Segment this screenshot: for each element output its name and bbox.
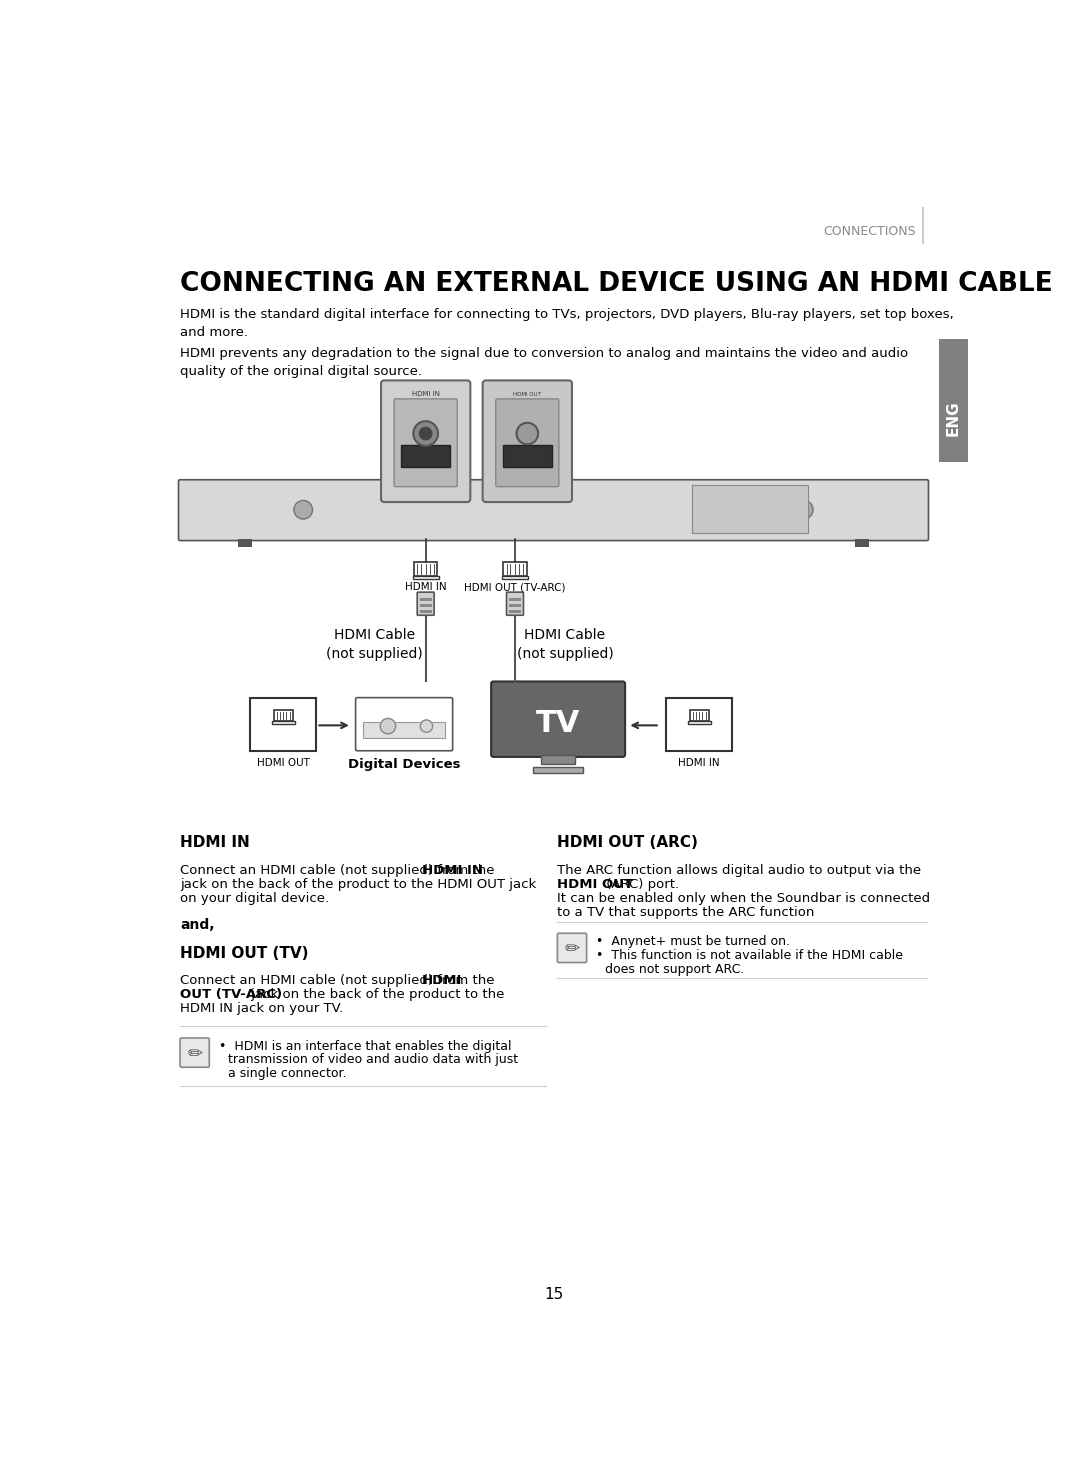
Text: on your digital device.: on your digital device. xyxy=(180,892,329,905)
FancyBboxPatch shape xyxy=(502,576,528,579)
Circle shape xyxy=(294,500,312,520)
Text: HDMI IN: HDMI IN xyxy=(180,835,249,850)
Text: HDMI prevents any degradation to the signal due to conversion to analog and main: HDMI prevents any degradation to the sig… xyxy=(180,347,908,378)
Text: HDMI: HDMI xyxy=(422,974,462,987)
Circle shape xyxy=(516,422,538,444)
FancyBboxPatch shape xyxy=(483,381,572,502)
FancyBboxPatch shape xyxy=(178,480,929,540)
FancyBboxPatch shape xyxy=(855,539,869,546)
Text: and,: and, xyxy=(180,918,215,931)
Text: jack on the back of the product to the HDMI OUT jack: jack on the back of the product to the H… xyxy=(180,878,537,892)
FancyBboxPatch shape xyxy=(688,720,711,723)
FancyBboxPatch shape xyxy=(541,754,575,765)
FancyBboxPatch shape xyxy=(507,592,524,615)
Text: 15: 15 xyxy=(544,1287,563,1302)
Text: does not support ARC.: does not support ARC. xyxy=(605,962,744,976)
FancyBboxPatch shape xyxy=(491,682,625,757)
Text: It can be enabled only when the Soundbar is connected: It can be enabled only when the Soundbar… xyxy=(557,892,931,905)
FancyBboxPatch shape xyxy=(939,339,968,462)
Circle shape xyxy=(420,720,433,732)
Text: HDMI OUT: HDMI OUT xyxy=(513,393,541,397)
Text: HDMI OUT: HDMI OUT xyxy=(557,878,634,892)
Text: ✏: ✏ xyxy=(187,1045,202,1063)
FancyBboxPatch shape xyxy=(272,720,295,723)
FancyBboxPatch shape xyxy=(509,610,522,613)
FancyBboxPatch shape xyxy=(496,399,558,487)
Text: •  Anynet+ must be turned on.: • Anynet+ must be turned on. xyxy=(596,934,789,948)
FancyBboxPatch shape xyxy=(413,576,438,579)
Text: CONNECTIONS: CONNECTIONS xyxy=(823,224,916,238)
FancyBboxPatch shape xyxy=(251,698,316,751)
FancyBboxPatch shape xyxy=(381,381,471,502)
Text: HDMI OUT (TV): HDMI OUT (TV) xyxy=(180,946,309,961)
Text: •  HDMI is an interface that enables the digital: • HDMI is an interface that enables the … xyxy=(218,1039,511,1052)
Text: TV: TV xyxy=(536,708,580,738)
FancyBboxPatch shape xyxy=(692,486,808,533)
Text: CONNECTING AN EXTERNAL DEVICE USING AN HDMI CABLE: CONNECTING AN EXTERNAL DEVICE USING AN H… xyxy=(180,272,1053,297)
Circle shape xyxy=(795,500,813,520)
Text: OUT (TV-ARC): OUT (TV-ARC) xyxy=(180,987,282,1001)
Text: HDMI OUT (TV-ARC): HDMI OUT (TV-ARC) xyxy=(464,582,566,592)
Text: The ARC function allows digital audio to output via the: The ARC function allows digital audio to… xyxy=(557,863,921,877)
Text: HDMI Cable
(not supplied): HDMI Cable (not supplied) xyxy=(516,627,613,661)
Text: a single connector.: a single connector. xyxy=(228,1067,347,1080)
FancyBboxPatch shape xyxy=(534,768,583,773)
Text: HDMI IN jack on your TV.: HDMI IN jack on your TV. xyxy=(180,1002,343,1015)
FancyBboxPatch shape xyxy=(419,598,432,601)
FancyBboxPatch shape xyxy=(502,446,552,466)
Text: HDMI IN: HDMI IN xyxy=(678,759,720,769)
Text: jack on the back of the product to the: jack on the back of the product to the xyxy=(247,987,504,1001)
FancyBboxPatch shape xyxy=(401,446,450,466)
Circle shape xyxy=(380,719,395,734)
Circle shape xyxy=(419,428,432,440)
FancyBboxPatch shape xyxy=(355,698,453,751)
FancyBboxPatch shape xyxy=(666,698,732,751)
Text: HDMI OUT (ARC): HDMI OUT (ARC) xyxy=(557,835,699,850)
FancyBboxPatch shape xyxy=(414,562,437,576)
Text: HDMI IN: HDMI IN xyxy=(411,391,440,397)
FancyBboxPatch shape xyxy=(417,592,434,615)
FancyBboxPatch shape xyxy=(394,399,457,487)
FancyBboxPatch shape xyxy=(274,710,294,720)
Text: HDMI is the standard digital interface for connecting to TVs, projectors, DVD pl: HDMI is the standard digital interface f… xyxy=(180,308,954,339)
FancyBboxPatch shape xyxy=(690,710,710,720)
Text: Digital Devices: Digital Devices xyxy=(348,759,460,772)
Text: to a TV that supports the ARC function: to a TV that supports the ARC function xyxy=(557,906,814,918)
FancyBboxPatch shape xyxy=(180,1038,210,1067)
Circle shape xyxy=(414,421,438,446)
Text: HDMI OUT: HDMI OUT xyxy=(257,759,310,769)
FancyBboxPatch shape xyxy=(363,722,445,738)
Text: transmission of video and audio data with just: transmission of video and audio data wit… xyxy=(228,1054,518,1066)
FancyBboxPatch shape xyxy=(509,604,522,607)
FancyBboxPatch shape xyxy=(503,562,527,576)
Text: HDMI Cable
(not supplied): HDMI Cable (not supplied) xyxy=(326,627,423,661)
FancyBboxPatch shape xyxy=(557,933,586,962)
Text: (ARC) port.: (ARC) port. xyxy=(602,878,679,892)
Text: ✏: ✏ xyxy=(565,940,580,958)
Text: •  This function is not available if the HDMI cable: • This function is not available if the … xyxy=(596,949,903,962)
Text: Connect an HDMI cable (not supplied) from the: Connect an HDMI cable (not supplied) fro… xyxy=(180,863,499,877)
Text: Connect an HDMI cable (not supplied) from the: Connect an HDMI cable (not supplied) fro… xyxy=(180,974,499,987)
FancyBboxPatch shape xyxy=(509,598,522,601)
FancyBboxPatch shape xyxy=(419,604,432,607)
Text: HDMI IN: HDMI IN xyxy=(405,582,446,592)
FancyBboxPatch shape xyxy=(238,539,252,546)
FancyBboxPatch shape xyxy=(419,610,432,613)
Text: ENG: ENG xyxy=(946,400,960,435)
Text: HDMI IN: HDMI IN xyxy=(422,863,483,877)
